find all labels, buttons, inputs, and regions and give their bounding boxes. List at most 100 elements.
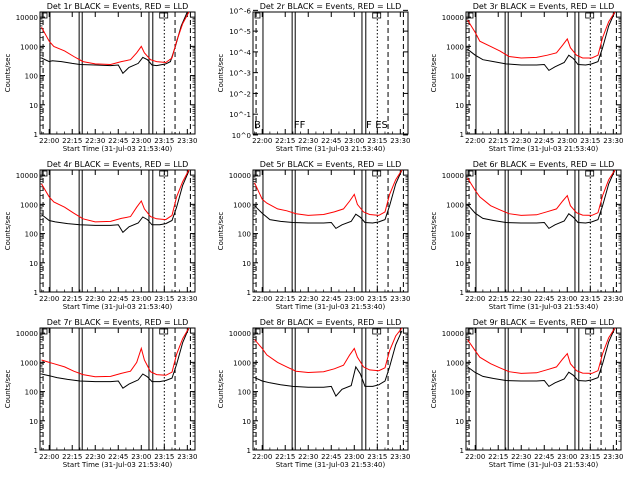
x-tick-label: 22:45 <box>534 137 554 145</box>
y-tick-label: 1 <box>460 289 464 297</box>
y-axis-label: Counts/sec <box>4 370 12 409</box>
y-tick-label: 1000 <box>446 201 464 209</box>
x-tick-label: 23:00 <box>557 453 577 461</box>
y-axis-label: Counts/sec <box>430 212 438 251</box>
y-tick-label: 1000 <box>233 201 251 209</box>
box-symbol <box>585 12 595 19</box>
y-tick-label: 100 <box>451 389 464 397</box>
x-tick-label: 22:15 <box>275 453 295 461</box>
y-tick-label: 10 <box>242 260 251 268</box>
x-tick-label: 22:45 <box>108 137 128 145</box>
x-axis-title: Start Time (31-Jul-03 21:53:40) <box>489 461 599 469</box>
x-tick-label: 22:00 <box>39 137 59 145</box>
x-tick-label: 22:00 <box>252 295 272 303</box>
x-tick-label: 23:00 <box>557 295 577 303</box>
x-tick-label: 22:30 <box>298 295 318 303</box>
x-tick-label: 22:45 <box>321 295 341 303</box>
series-lld-line <box>467 327 616 374</box>
x-axis-title: Start Time (31-Jul-03 21:53:40) <box>63 145 173 153</box>
series-lld-line <box>467 169 616 216</box>
x-axis-title: Start Time (31-Jul-03 21:53:40) <box>489 303 599 311</box>
panel-title: Det 2r BLACK = Events, RED = LLD <box>260 2 402 11</box>
y-axis-label: Counts/sec <box>4 212 12 251</box>
x-tick-label: 22:45 <box>534 453 554 461</box>
x-tick-label: 23:15 <box>367 137 387 145</box>
plot-frame <box>252 11 409 135</box>
plot-frame <box>465 169 622 293</box>
plot-frame <box>252 169 409 293</box>
x-tick-label: 23:15 <box>580 137 600 145</box>
x-tick-label: 23:30 <box>390 453 410 461</box>
box-symbol <box>254 170 261 177</box>
x-tick-label: 23:15 <box>367 295 387 303</box>
x-tick-label: 22:45 <box>534 295 554 303</box>
box-symbol <box>159 12 169 19</box>
series-events-line <box>41 327 190 389</box>
x-tick-label: 23:00 <box>131 453 151 461</box>
interval-annotation: B <box>254 120 261 131</box>
series-lld-line <box>41 327 190 378</box>
x-axis-title: Start Time (31-Jul-03 21:53:40) <box>63 461 173 469</box>
y-tick-label: 10^-1 <box>229 111 251 119</box>
box-symbol <box>159 328 169 335</box>
x-axis-title: Start Time (31-Jul-03 21:53:40) <box>276 461 386 469</box>
y-tick-label: 10 <box>29 260 38 268</box>
x-tick-label: 23:00 <box>131 295 151 303</box>
y-tick-label: 1 <box>460 447 464 455</box>
y-tick-label: 10000 <box>442 330 464 338</box>
x-tick-label: 23:30 <box>390 137 410 145</box>
y-tick-label: 1000 <box>20 359 38 367</box>
x-tick-label: 22:30 <box>298 453 318 461</box>
x-tick-label: 23:30 <box>177 453 197 461</box>
x-tick-label: 22:00 <box>465 295 485 303</box>
x-tick-label: 23:00 <box>557 137 577 145</box>
series-events-line <box>467 169 616 230</box>
series-lld-line <box>254 327 403 374</box>
y-tick-label: 100 <box>451 231 464 239</box>
x-tick-label: 23:15 <box>154 295 174 303</box>
y-tick-label: 10^-3 <box>229 70 251 78</box>
panel-det-8: Det 8r BLACK = Events, RED = LLD Counts/s… <box>217 318 410 469</box>
x-tick-label: 22:15 <box>62 453 82 461</box>
box-symbol <box>467 328 474 335</box>
y-axis-label: Counts/sec <box>430 370 438 409</box>
panel-title: Det 3r BLACK = Events, RED = LLD <box>473 2 615 11</box>
interval-annotation: FF <box>294 120 306 131</box>
y-axis-label: Counts/sec <box>4 54 12 93</box>
interval-annotation: F <box>366 120 372 131</box>
y-axis-label: Counts/sec <box>217 54 225 93</box>
y-tick-label: 1 <box>247 447 251 455</box>
y-axis-label: Counts/sec <box>217 212 225 251</box>
series-events-line <box>467 327 616 388</box>
y-tick-label: 10000 <box>16 14 38 22</box>
panel-det-1: Det 1r BLACK = Events, RED = LLD Counts/s… <box>4 2 197 153</box>
x-axis-title: Start Time (31-Jul-03 21:53:40) <box>63 303 173 311</box>
y-tick-label: 10 <box>29 418 38 426</box>
y-tick-label: 1 <box>34 447 38 455</box>
x-tick-label: 22:45 <box>321 453 341 461</box>
x-tick-label: 23:30 <box>390 295 410 303</box>
y-tick-label: 1 <box>247 289 251 297</box>
panel-det-7: Det 7r BLACK = Events, RED = LLD Counts/s… <box>4 318 197 469</box>
x-axis-title: Start Time (31-Jul-03 21:53:40) <box>276 145 386 153</box>
x-tick-label: 23:30 <box>603 137 623 145</box>
plot-frame <box>39 169 196 293</box>
x-tick-label: 23:30 <box>603 453 623 461</box>
x-tick-label: 23:30 <box>177 295 197 303</box>
x-tick-label: 22:00 <box>465 137 485 145</box>
x-tick-label: 22:00 <box>465 453 485 461</box>
panel-det-4: Det 4r BLACK = Events, RED = LLD Counts/s… <box>4 160 197 311</box>
y-tick-label: 100 <box>25 73 38 81</box>
x-tick-label: 22:15 <box>488 137 508 145</box>
plot-frame <box>39 11 196 135</box>
panel-title: Det 5r BLACK = Events, RED = LLD <box>260 160 402 169</box>
series-events-line <box>254 169 403 230</box>
series-lld-line <box>467 11 616 59</box>
plot-frame <box>39 327 196 451</box>
y-tick-label: 10 <box>455 418 464 426</box>
y-tick-label: 1 <box>34 131 38 139</box>
y-tick-label: 10000 <box>229 330 251 338</box>
series-events-line <box>467 11 616 72</box>
y-tick-label: 1000 <box>20 43 38 51</box>
y-tick-label: 100 <box>25 231 38 239</box>
